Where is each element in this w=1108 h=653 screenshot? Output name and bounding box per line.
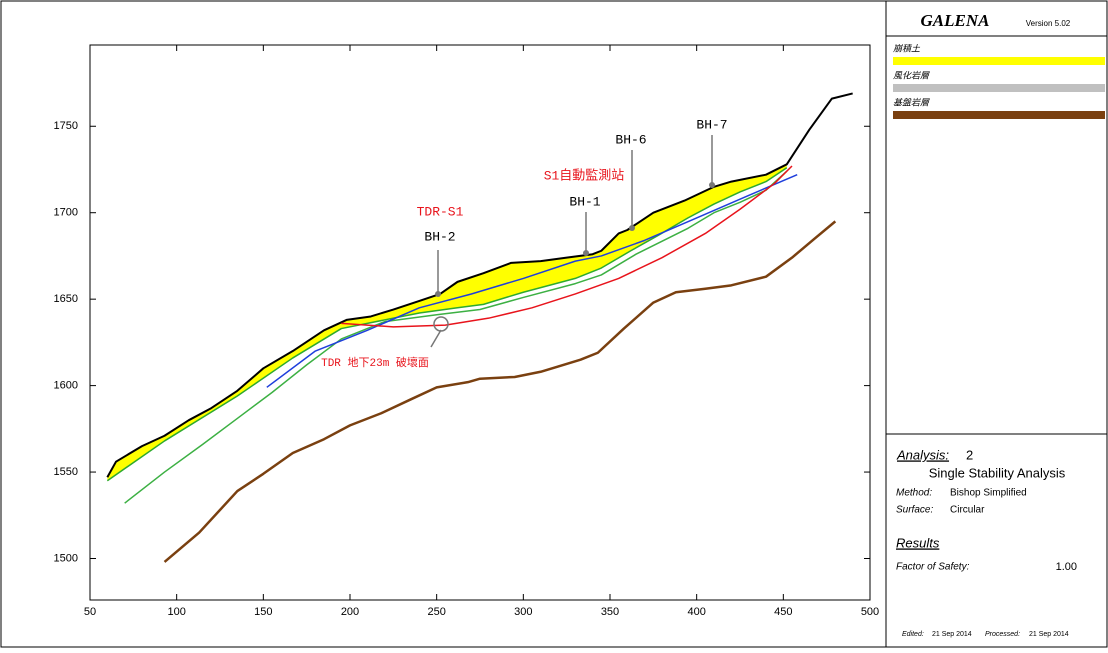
x-tick-label: 300 (514, 606, 532, 618)
legend-swatch (893, 57, 1105, 65)
annotation: BH-7 (696, 117, 727, 132)
y-tick-label: 1650 (54, 293, 78, 305)
edited-label: Edited: (902, 631, 924, 638)
outer-border (1, 1, 1107, 647)
legend-swatch (893, 111, 1105, 119)
legend-swatch (893, 84, 1105, 92)
fos-label: Factor of Safety: (896, 562, 970, 573)
annotation: TDR-S1 (417, 204, 464, 219)
analysis-type: Single Stability Analysis (929, 465, 1066, 480)
x-tick-label: 450 (774, 606, 792, 618)
annotation: BH-6 (615, 132, 646, 147)
app-version: Version 5.02 (1026, 19, 1071, 28)
y-tick-label: 1600 (54, 380, 78, 392)
processed-label: Processed: (985, 631, 1020, 638)
method: Bishop Simplified (950, 488, 1027, 499)
method-label: Method: (896, 488, 932, 499)
leader-dot (435, 291, 441, 297)
galena-screen: GALENA Version 5.02 Analysis: 2 Single S… (0, 0, 1108, 648)
leader-dot (629, 225, 635, 231)
leader-dot (709, 182, 715, 188)
surface: Circular (950, 505, 985, 516)
y-tick-label: 1550 (54, 466, 78, 478)
analysis-number: 2 (966, 447, 973, 462)
x-tick-label: 100 (167, 606, 185, 618)
results-label: Results (896, 535, 940, 550)
processed-date: 21 Sep 2014 (1029, 631, 1069, 638)
y-tick-label: 1700 (54, 207, 78, 219)
annotation: BH-2 (424, 229, 455, 244)
y-tick-label: 1750 (54, 120, 78, 132)
legend-label: 基盤岩層 (893, 97, 930, 107)
annotation: S1自動監測站 (544, 167, 625, 183)
legend-label: 風化岩層 (893, 70, 930, 80)
x-tick-label: 250 (427, 606, 445, 618)
x-tick-label: 350 (601, 606, 619, 618)
leader-dot (583, 250, 589, 256)
app-title: GALENA (921, 11, 990, 30)
x-tick-label: 500 (861, 606, 879, 618)
fos-value: 1.00 (1056, 561, 1077, 573)
x-tick-label: 200 (341, 606, 359, 618)
x-tick-label: 400 (687, 606, 705, 618)
annotation: TDR 地下23m 破壞面 (321, 355, 429, 370)
analysis-label: Analysis: (896, 447, 949, 462)
y-tick-label: 1500 (54, 552, 78, 564)
x-tick-label: 150 (254, 606, 272, 618)
x-tick-label: 50 (84, 606, 96, 618)
annotation: BH-1 (569, 194, 600, 209)
edited-date: 21 Sep 2014 (932, 631, 972, 638)
legend-label: 崩積土 (893, 43, 921, 53)
surface-label: Surface: (896, 505, 933, 516)
